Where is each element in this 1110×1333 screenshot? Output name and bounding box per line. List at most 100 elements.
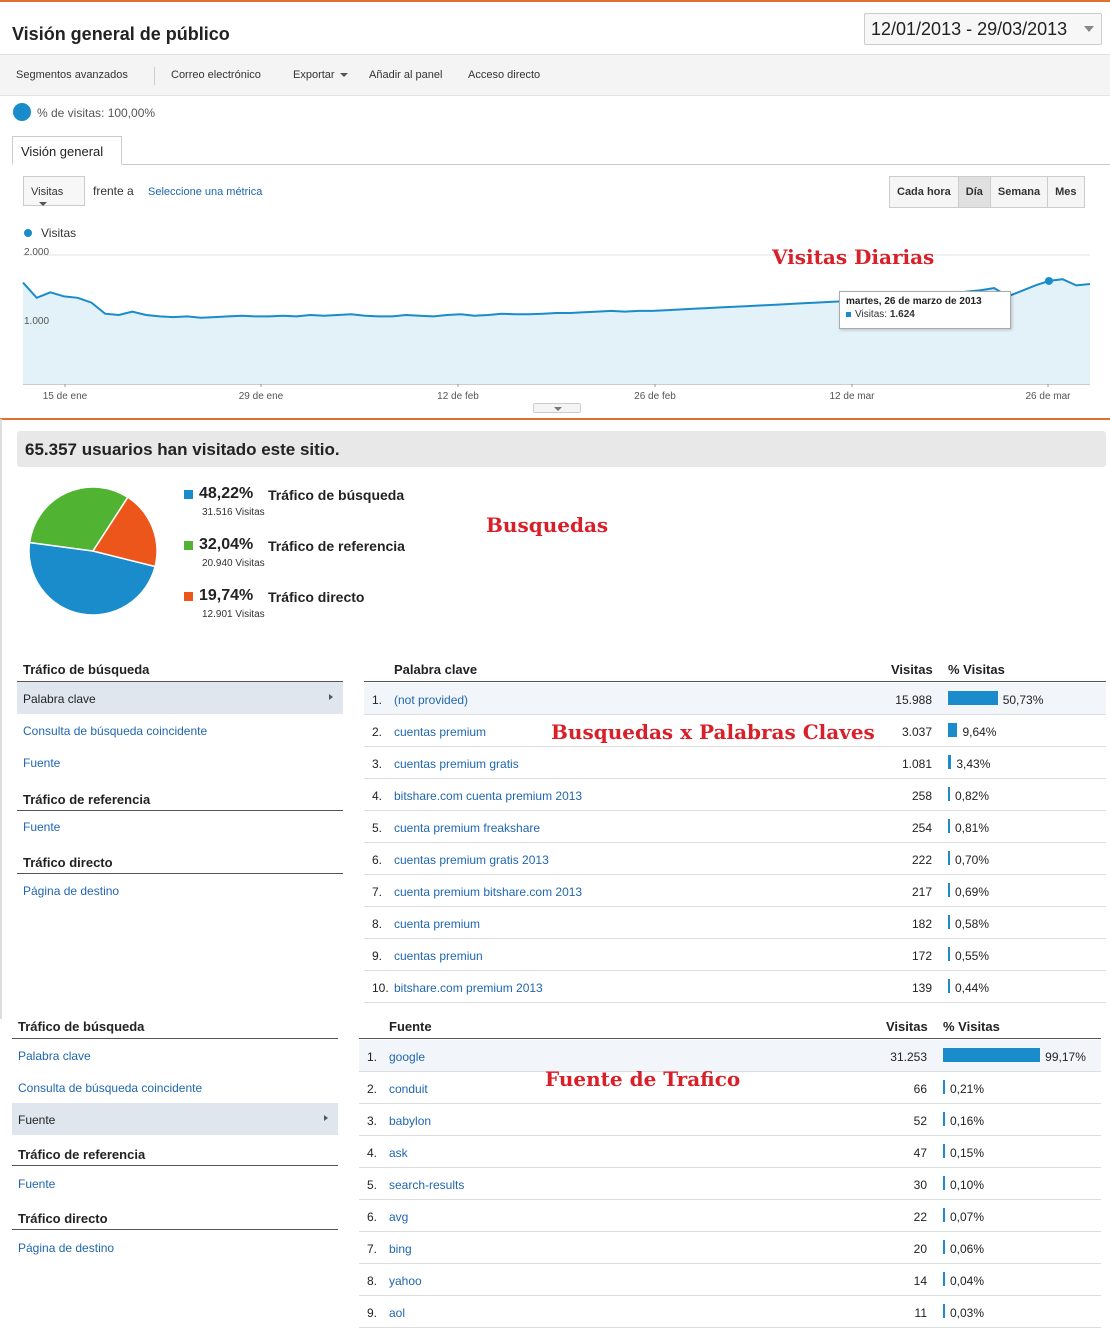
table-row: 5. cuenta premium freakshare 254 0,81% bbox=[364, 811, 1106, 843]
add-to-panel-button[interactable]: Añadir al panel bbox=[369, 69, 443, 81]
col-source[interactable]: Fuente bbox=[389, 1019, 432, 1034]
chart-resize-handle[interactable] bbox=[533, 403, 581, 413]
nav-head-direct: Tráfico directo bbox=[23, 855, 113, 870]
row-visits: 182 bbox=[911, 917, 932, 931]
row-link[interactable]: search-results bbox=[389, 1178, 465, 1192]
share-bar bbox=[943, 1176, 945, 1190]
row-pct: 0,04% bbox=[950, 1274, 985, 1288]
share-bar bbox=[948, 915, 950, 929]
export-label: Exportar bbox=[293, 69, 335, 81]
row-link[interactable]: yahoo bbox=[389, 1274, 422, 1288]
row-link[interactable]: google bbox=[389, 1050, 426, 1064]
row-link[interactable]: cuenta premium bitshare.com 2013 bbox=[394, 885, 583, 899]
highlight-point[interactable] bbox=[1044, 276, 1053, 285]
table-row: 8. cuenta premium 182 0,58% bbox=[364, 907, 1106, 939]
nav-item-keyword[interactable]: Palabra clave bbox=[18, 1049, 91, 1063]
row-link[interactable]: bitshare.com cuenta premium 2013 bbox=[394, 789, 583, 803]
table-row: 9. aol 11 0,03% bbox=[359, 1296, 1101, 1328]
period-month-button[interactable]: Mes bbox=[1055, 186, 1077, 198]
chart-tooltip: martes, 26 de marzo de 2013 Visitas: 1.6… bbox=[839, 291, 1011, 329]
row-visits: 66 bbox=[913, 1082, 927, 1096]
advanced-segments-button[interactable]: Segmentos avanzados bbox=[16, 69, 128, 81]
nav-item-referral-source[interactable]: Fuente bbox=[23, 820, 61, 834]
row-visits: 139 bbox=[911, 981, 932, 995]
nav-item-matched-query[interactable]: Consulta de búsqueda coincidente bbox=[23, 724, 208, 738]
row-link[interactable]: cuentas premium gratis 2013 bbox=[394, 853, 549, 867]
row-link[interactable]: aol bbox=[389, 1306, 406, 1320]
legend-pct: 32,04% bbox=[199, 536, 254, 553]
nav-item-referral-source[interactable]: Fuente bbox=[18, 1177, 56, 1191]
col-visits[interactable]: Visitas bbox=[886, 1019, 928, 1034]
row-visits: 217 bbox=[911, 885, 932, 899]
row-pct: 0,21% bbox=[950, 1082, 985, 1096]
row-link[interactable]: ask bbox=[389, 1146, 408, 1160]
legend-label: Visitas bbox=[41, 226, 77, 240]
share-bar bbox=[948, 723, 958, 737]
row-index: 5. bbox=[367, 1178, 378, 1192]
share-bar bbox=[948, 883, 950, 897]
table-row: 6. cuentas premium gratis 2013 222 0,70% bbox=[364, 843, 1106, 875]
row-link[interactable]: bitshare.com premium 2013 bbox=[394, 981, 543, 995]
metric-select-value: Visitas bbox=[31, 186, 64, 198]
table-row: 3. cuentas premium gratis 1.081 3,43% bbox=[364, 747, 1106, 779]
row-pct: 0,10% bbox=[950, 1178, 985, 1192]
date-range-text: 12/01/2013 - 29/03/2013 bbox=[871, 19, 1068, 39]
period-day-button[interactable]: Día bbox=[958, 177, 991, 207]
row-pct: 50,73% bbox=[1002, 693, 1044, 707]
row-link[interactable]: (not provided) bbox=[394, 693, 469, 707]
nav-item-landing-page[interactable]: Página de destino bbox=[23, 884, 120, 898]
col-pct-visits[interactable]: % Visitas bbox=[943, 1019, 1000, 1034]
share-bar bbox=[948, 787, 950, 801]
row-pct: 0,03% bbox=[950, 1306, 985, 1320]
col-keyword[interactable]: Palabra clave bbox=[394, 662, 478, 677]
nav-item-keyword[interactable]: Palabra clave bbox=[17, 682, 343, 714]
nav-item-source[interactable]: Fuente bbox=[12, 1103, 338, 1135]
x-tick-label: 12 de feb bbox=[437, 391, 479, 402]
chevron-right-icon bbox=[329, 694, 333, 700]
legend-pct: 19,74% bbox=[199, 587, 254, 604]
period-week-button[interactable]: Semana bbox=[991, 177, 1049, 207]
row-pct: 0,58% bbox=[955, 917, 990, 931]
row-link[interactable]: conduit bbox=[389, 1082, 428, 1096]
row-visits: 172 bbox=[911, 949, 932, 963]
shortcut-button[interactable]: Acceso directo bbox=[468, 69, 541, 81]
row-link[interactable]: cuentas premiun bbox=[394, 949, 483, 963]
tooltip-marker bbox=[846, 311, 851, 317]
row-link[interactable]: cuenta premium freakshare bbox=[394, 821, 541, 835]
row-link[interactable]: babylon bbox=[389, 1114, 432, 1128]
row-index: 6. bbox=[372, 853, 383, 867]
tooltip-date: martes, 26 de marzo de 2013 bbox=[846, 296, 982, 307]
share-bar bbox=[943, 1112, 945, 1126]
annotation-daily-visits: Visitas Diarias bbox=[772, 245, 935, 269]
share-bar bbox=[948, 947, 950, 961]
row-index: 4. bbox=[372, 789, 383, 803]
row-link[interactable]: cuenta premium bbox=[394, 917, 481, 931]
row-link[interactable]: cuentas premium bbox=[394, 725, 487, 739]
row-pct: 99,17% bbox=[1045, 1050, 1086, 1064]
nav-item-landing-page[interactable]: Página de destino bbox=[18, 1241, 115, 1255]
tab-overview[interactable]: Visión general bbox=[12, 136, 122, 165]
row-visits: 254 bbox=[911, 821, 932, 835]
period-hourly-button[interactable]: Cada hora bbox=[890, 177, 959, 207]
row-index: 9. bbox=[372, 949, 383, 963]
segment-pie-icon bbox=[13, 103, 31, 121]
col-pct-visits[interactable]: % Visitas bbox=[948, 662, 1005, 677]
row-pct: 0,69% bbox=[955, 885, 990, 899]
select-metric-link[interactable]: Seleccione una métrica bbox=[148, 186, 263, 198]
row-link[interactable]: bing bbox=[389, 1242, 412, 1256]
nav-item-matched-query[interactable]: Consulta de búsqueda coincidente bbox=[18, 1081, 203, 1095]
table-row: 4. ask 47 0,15% bbox=[359, 1136, 1101, 1168]
email-button[interactable]: Correo electrónico bbox=[171, 69, 261, 81]
nav-item-source[interactable]: Fuente bbox=[23, 756, 61, 770]
legend-label: Tráfico directo bbox=[268, 589, 365, 605]
row-pct: 0,07% bbox=[950, 1210, 985, 1224]
row-link[interactable]: avg bbox=[389, 1210, 409, 1224]
col-visits[interactable]: Visitas bbox=[891, 662, 933, 677]
export-button[interactable]: Exportar bbox=[293, 69, 348, 81]
row-link[interactable]: cuentas premium gratis bbox=[394, 757, 519, 771]
date-range-picker[interactable]: 12/01/2013 - 29/03/2013 bbox=[864, 13, 1102, 45]
x-tick-label: 15 de ene bbox=[43, 391, 88, 402]
table-row: 7. cuenta premium bitshare.com 2013 217 0,6… bbox=[364, 875, 1106, 907]
metric-select[interactable]: Visitas bbox=[23, 176, 85, 207]
toolbar: Segmentos avanzados Correo electrónico E… bbox=[0, 54, 1110, 96]
